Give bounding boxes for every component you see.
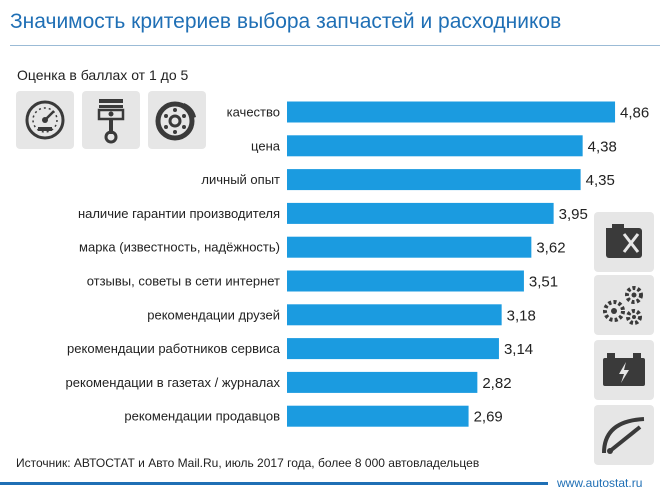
category-label: рекомендации работников сервиса [67, 341, 281, 356]
speedometer-icon [16, 91, 74, 149]
category-label: качество [227, 105, 280, 120]
bar [287, 135, 583, 157]
piston-icon [82, 91, 140, 149]
value-label: 3,62 [536, 240, 565, 257]
source-note: Источник: АВТОСТАТ и Авто Mail.Ru, июль … [16, 456, 480, 470]
category-label: цена [251, 138, 281, 153]
value-label: 2,82 [482, 375, 511, 392]
value-label: 3,95 [559, 206, 588, 223]
bar [287, 304, 502, 326]
bar [287, 270, 524, 292]
value-label: 4,35 [586, 172, 615, 189]
category-label: марка (известность, надёжность) [79, 240, 280, 255]
value-label: 2,69 [474, 409, 503, 426]
chart-subtitle: Оценка в баллах от 1 до 5 [17, 67, 189, 83]
bar-row: цена 4,38 [251, 135, 617, 157]
bar [287, 202, 554, 224]
value-label: 4,86 [620, 105, 649, 122]
bar [287, 101, 616, 123]
bar-row: наличие гарантии производителя 3,95 [78, 202, 588, 224]
chart-title: Значимость критериев выбора запчастей и … [10, 10, 562, 33]
bar-row: личный опыт 4,35 [201, 169, 615, 191]
bar [287, 371, 478, 393]
value-label: 4,38 [588, 138, 617, 155]
category-label: рекомендации в газетах / журналах [66, 375, 281, 390]
canister-icon [594, 212, 654, 272]
value-label: 3,14 [504, 341, 533, 358]
value-label: 3,18 [507, 307, 536, 324]
bar [287, 338, 499, 360]
site-link[interactable]: www.autostat.ru [557, 476, 643, 490]
bar-row: рекомендации продавцов 2,69 [124, 405, 503, 427]
bar [287, 405, 469, 427]
battery-icon [594, 340, 654, 400]
bar-row: качество 4,86 [227, 101, 649, 123]
bar-row: марка (известность, надёжность) 3,62 [79, 236, 566, 258]
bar-row: рекомендации в газетах / журналах 2,82 [66, 371, 512, 393]
bar-row: отзывы, советы в сети интернет 3,51 [87, 270, 558, 292]
category-label: личный опыт [201, 172, 280, 187]
wiper-icon [594, 405, 654, 465]
category-label: рекомендации друзей [147, 307, 280, 322]
category-label: наличие гарантии производителя [78, 206, 280, 221]
bar [287, 169, 581, 191]
category-label: отзывы, советы в сети интернет [87, 274, 280, 289]
gears-icon [594, 275, 654, 335]
bar-row: рекомендации работников сервиса 3,14 [67, 338, 533, 360]
value-label: 3,51 [529, 274, 558, 291]
bar-row: рекомендации друзей 3,18 [147, 304, 536, 326]
category-label: рекомендации продавцов [124, 409, 280, 424]
title-divider [10, 45, 660, 46]
bar [287, 236, 532, 258]
brake-disc-icon [148, 91, 206, 149]
footer-divider [0, 482, 548, 485]
